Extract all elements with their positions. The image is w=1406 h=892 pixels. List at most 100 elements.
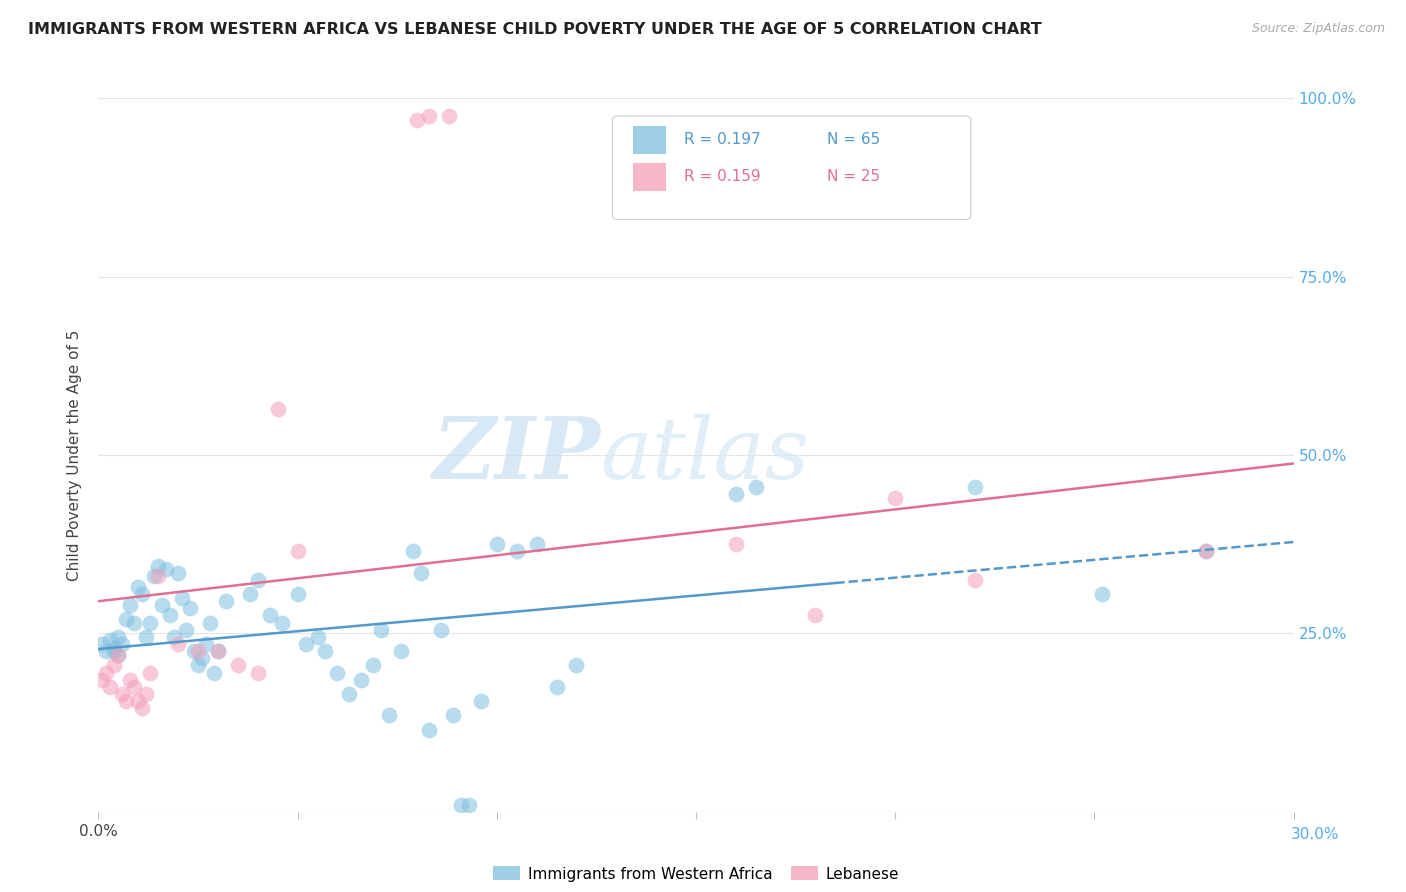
Point: [470, 694, 492, 708]
Point: [127, 580, 149, 594]
Point: [131, 587, 153, 601]
Point: [167, 566, 190, 580]
Text: atlas: atlas: [600, 414, 810, 496]
Point: [458, 797, 481, 812]
Point: [159, 608, 181, 623]
Point: [135, 687, 157, 701]
Point: [804, 608, 827, 623]
Point: [124, 680, 146, 694]
Point: [207, 644, 229, 658]
Point: [127, 694, 149, 708]
Point: [1091, 587, 1114, 601]
Point: [437, 109, 460, 123]
Text: N = 65: N = 65: [828, 132, 880, 147]
Point: [270, 615, 292, 630]
Point: [107, 630, 129, 644]
Point: [111, 637, 134, 651]
Point: [107, 648, 129, 662]
Point: [131, 701, 153, 715]
Point: [115, 694, 138, 708]
Point: [111, 687, 134, 701]
Point: [287, 587, 309, 601]
Point: [430, 623, 453, 637]
Point: [120, 598, 142, 612]
Point: [202, 665, 225, 680]
Text: Source: ZipAtlas.com: Source: ZipAtlas.com: [1251, 22, 1385, 36]
Point: [100, 680, 122, 694]
Point: [103, 658, 125, 673]
Point: [155, 562, 177, 576]
Point: [378, 708, 401, 723]
Point: [183, 644, 205, 658]
Text: R = 0.159: R = 0.159: [685, 169, 761, 185]
Point: [148, 558, 170, 573]
Text: R = 0.197: R = 0.197: [685, 132, 761, 147]
Point: [239, 587, 262, 601]
Point: [187, 658, 209, 673]
Point: [565, 658, 588, 673]
Point: [418, 109, 440, 123]
Point: [143, 569, 166, 583]
Point: [350, 673, 373, 687]
Text: IMMIGRANTS FROM WESTERN AFRICA VS LEBANESE CHILD POVERTY UNDER THE AGE OF 5 CORR: IMMIGRANTS FROM WESTERN AFRICA VS LEBANE…: [28, 22, 1042, 37]
Point: [1195, 544, 1218, 558]
Point: [207, 644, 229, 658]
Point: [150, 598, 173, 612]
Point: [115, 612, 138, 626]
FancyBboxPatch shape: [633, 126, 666, 153]
Point: [191, 651, 214, 665]
Point: [546, 680, 568, 694]
Point: [96, 665, 118, 680]
Point: [724, 537, 747, 551]
Point: [103, 640, 125, 655]
Point: [339, 687, 360, 701]
Point: [91, 637, 114, 651]
Point: [259, 608, 281, 623]
Point: [163, 630, 186, 644]
FancyBboxPatch shape: [633, 163, 666, 191]
Point: [326, 665, 349, 680]
Legend: Immigrants from Western Africa, Lebanese: Immigrants from Western Africa, Lebanese: [488, 862, 904, 886]
Point: [307, 630, 329, 644]
Point: [267, 401, 290, 416]
Point: [148, 569, 170, 583]
Point: [215, 594, 238, 608]
Point: [91, 673, 114, 687]
Point: [107, 648, 129, 662]
Point: [363, 658, 385, 673]
Text: N = 25: N = 25: [828, 169, 880, 185]
Point: [315, 644, 337, 658]
Point: [506, 544, 529, 558]
Point: [884, 491, 907, 505]
Point: [139, 615, 162, 630]
Point: [103, 644, 125, 658]
Point: [418, 723, 440, 737]
Point: [135, 630, 157, 644]
Point: [963, 480, 986, 494]
Point: [100, 633, 122, 648]
Point: [370, 623, 392, 637]
Point: [167, 637, 190, 651]
Point: [745, 480, 768, 494]
Point: [485, 537, 508, 551]
Point: [287, 544, 309, 558]
Text: ZIP: ZIP: [433, 413, 600, 497]
Point: [246, 665, 269, 680]
Point: [139, 665, 162, 680]
Point: [172, 591, 194, 605]
Point: [174, 623, 197, 637]
Point: [198, 615, 221, 630]
Point: [195, 637, 218, 651]
Point: [441, 708, 464, 723]
Point: [187, 644, 209, 658]
Point: [1195, 544, 1218, 558]
Point: [963, 573, 986, 587]
Y-axis label: Child Poverty Under the Age of 5: Child Poverty Under the Age of 5: [67, 329, 83, 581]
FancyBboxPatch shape: [613, 116, 970, 219]
Point: [411, 566, 433, 580]
Point: [120, 673, 142, 687]
Point: [724, 487, 747, 501]
Point: [402, 544, 425, 558]
Point: [226, 658, 249, 673]
Text: 30.0%: 30.0%: [1291, 827, 1339, 841]
